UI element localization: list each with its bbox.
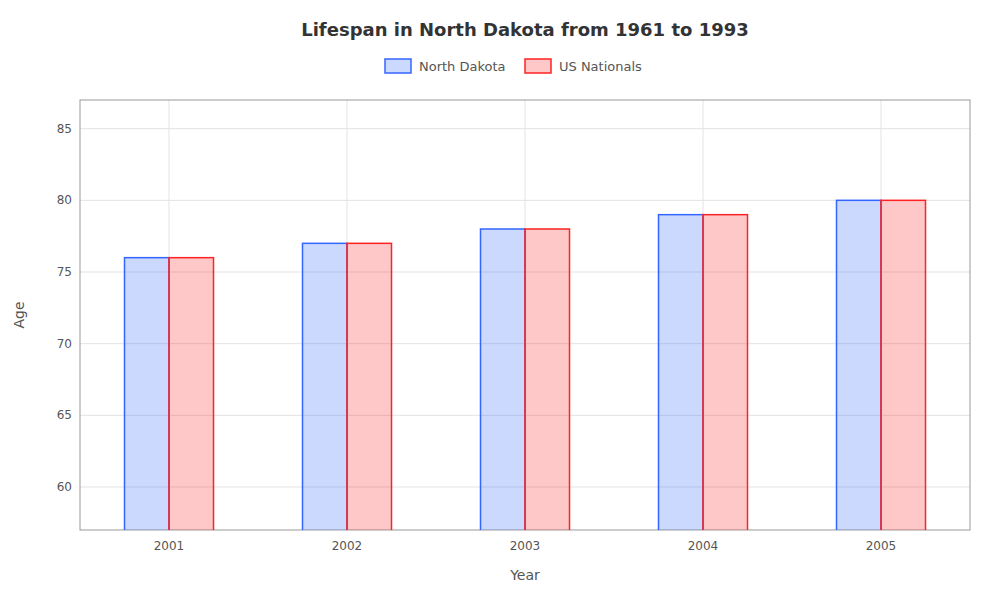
y-tick-label: 70: [57, 337, 72, 351]
y-tick-label: 75: [57, 265, 72, 279]
legend-swatch: [525, 59, 551, 73]
bar: [703, 215, 748, 530]
legend-swatch: [385, 59, 411, 73]
x-tick-label: 2001: [154, 539, 185, 553]
x-tick-label: 2004: [688, 539, 719, 553]
chart-svg: 60 65 70 75 80 85 2001 2002 2003 2004 2005 Lifespan…: [0, 0, 1000, 600]
bar: [837, 200, 882, 530]
bar: [303, 243, 348, 530]
legend-label: North Dakota: [419, 59, 506, 74]
y-tick-label: 85: [57, 122, 72, 136]
bar: [347, 243, 392, 530]
bar: [525, 229, 570, 530]
y-tick-label: 80: [57, 193, 72, 207]
bar: [659, 215, 704, 530]
x-tick-label: 2003: [510, 539, 541, 553]
chart-title: Lifespan in North Dakota from 1961 to 19…: [301, 19, 749, 40]
x-tick-label: 2005: [866, 539, 897, 553]
bar: [481, 229, 526, 530]
bar: [881, 200, 926, 530]
legend: North Dakota US Nationals: [385, 59, 642, 74]
y-axis-label: Age: [11, 301, 27, 328]
x-axis-label: Year: [509, 567, 540, 583]
legend-label: US Nationals: [559, 59, 642, 74]
x-tick-label: 2002: [332, 539, 363, 553]
bar: [125, 258, 170, 530]
chart-container: 60 65 70 75 80 85 2001 2002 2003 2004 2005 Lifespan…: [0, 0, 1000, 600]
bar: [169, 258, 214, 530]
y-tick-label: 60: [57, 480, 72, 494]
bars: [125, 200, 926, 530]
y-tick-label: 65: [57, 408, 72, 422]
